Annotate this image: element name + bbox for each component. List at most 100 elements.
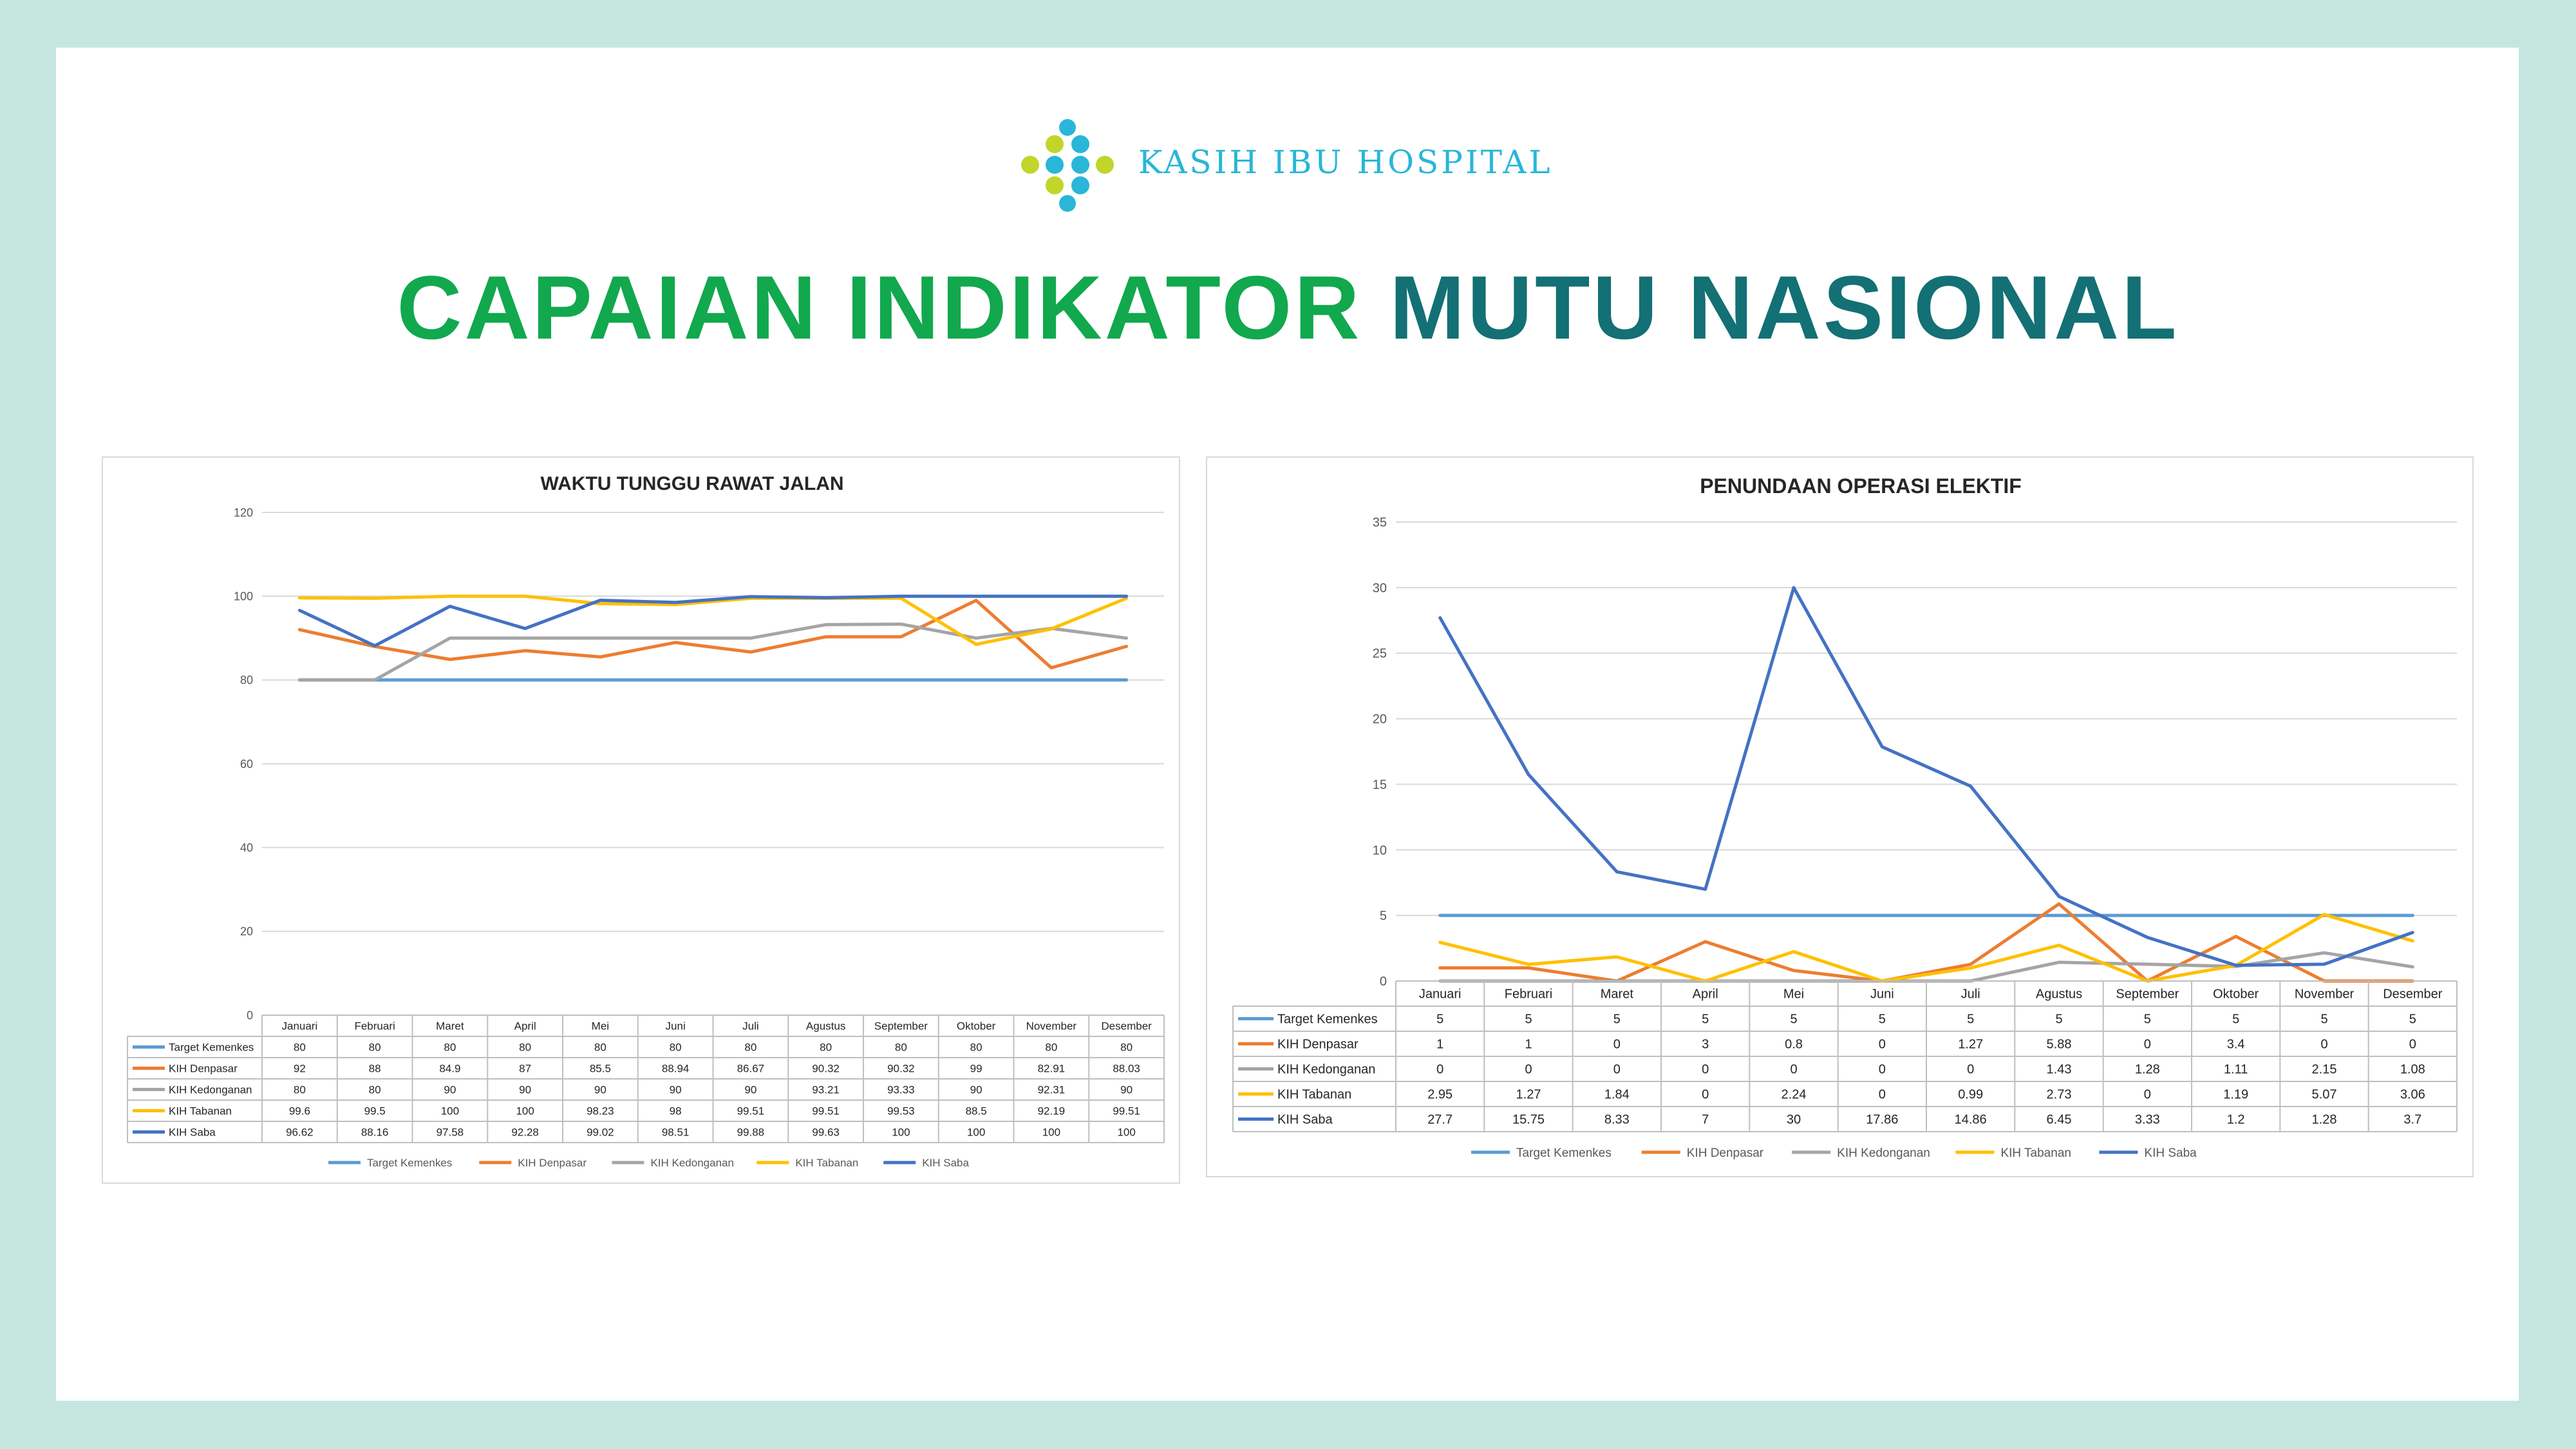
table-cell-value: 3.7 [2403, 1113, 2421, 1127]
table-cell-value: 5 [2409, 1013, 2416, 1027]
logo-dot [1071, 135, 1089, 153]
table-cell-value: 0 [1790, 1063, 1797, 1077]
table-cell-value: 90.32 [812, 1062, 840, 1074]
legend-label: KIH Tabanan [2000, 1146, 2071, 1160]
table-cell-value: 99.51 [1113, 1105, 1140, 1117]
table-cell-value: 88 [369, 1062, 381, 1074]
table-cell-value: 0 [1879, 1063, 1886, 1077]
table-cell-value: 0 [1702, 1063, 1709, 1077]
table-cell-value: 5 [1790, 1013, 1797, 1027]
table-cell-value: 1.2 [2227, 1113, 2245, 1127]
table-cell-value: 97.58 [437, 1126, 464, 1138]
logo-dot [1071, 176, 1089, 194]
y-tick-label: 30 [1373, 581, 1387, 595]
table-cell-value: 0 [1613, 1063, 1621, 1077]
table-cell-value: 93.33 [887, 1083, 915, 1096]
table-cell-value: 80 [670, 1041, 682, 1053]
table-cell-value: 0 [1613, 1038, 1621, 1052]
x-category-label: Desember [1101, 1020, 1152, 1032]
table-cell-value: 0 [2144, 1088, 2151, 1102]
table-cell-value: 7 [1702, 1113, 1709, 1127]
table-series-name: KIH Saba [169, 1126, 216, 1138]
table-cell-value: 5 [1613, 1013, 1621, 1027]
table-series-name: KIH Kedonganan [169, 1083, 252, 1096]
logo-dot [1046, 156, 1064, 174]
table-cell-value: 98 [670, 1105, 682, 1117]
y-tick-label: 120 [234, 506, 253, 519]
table-series-name: KIH Denpasar [1277, 1038, 1359, 1052]
table-series-name: KIH Tabanan [169, 1105, 232, 1117]
x-category-label: September [2116, 987, 2179, 1002]
table-cell-value: 80 [744, 1041, 757, 1053]
table-cell-value: 99.53 [887, 1105, 915, 1117]
x-category-label: Januari [1419, 987, 1462, 1002]
series-line-kih-tabanan [1438, 913, 2414, 983]
x-category-label: Maret [436, 1020, 464, 1032]
table-series-name: KIH Saba [1277, 1113, 1333, 1127]
table-cell-value: 5 [2320, 1013, 2327, 1027]
table-cell-value: 80 [594, 1041, 606, 1053]
table-cell-value: 92.28 [511, 1126, 539, 1138]
logo-dot [1046, 135, 1064, 153]
legend-label: KIH Saba [922, 1157, 969, 1169]
series-line-kih-kedonganan [297, 622, 1129, 682]
table-cell-value: 30 [1787, 1113, 1801, 1127]
table-cell-value: 80 [444, 1041, 456, 1053]
table-cell-value: 80 [519, 1041, 531, 1053]
table-cell-value: 0 [1879, 1088, 1886, 1102]
y-tick-label: 10 [1373, 843, 1387, 857]
y-tick-label: 15 [1373, 778, 1387, 792]
table-cell-value: 1.84 [1604, 1088, 1630, 1102]
legend-label: KIH Denpasar [518, 1157, 587, 1169]
x-category-label: Juli [742, 1020, 759, 1032]
chart-penundaan-operasi: PENUNDAAN OPERASI ELEKTIF05101520253035J… [1232, 474, 2458, 1160]
table-cell-value: 0.8 [1785, 1038, 1803, 1052]
table-cell-value: 14.86 [1955, 1113, 1987, 1127]
page-title-part-2: MUTU NASIONAL [1389, 257, 2179, 358]
table-cell-value: 90 [1120, 1083, 1133, 1096]
legend-label: KIH Tabanan [795, 1157, 858, 1169]
table-cell-value: 100 [892, 1126, 910, 1138]
y-tick-label: 80 [240, 674, 253, 687]
x-category-label: Desember [2383, 987, 2443, 1002]
table-cell-value: 0 [2320, 1038, 2327, 1052]
table-cell-value: 100 [516, 1105, 534, 1117]
series-line-kih-denpasar [297, 599, 1129, 669]
table-cell-value: 1.28 [2312, 1113, 2337, 1127]
table-cell-value: 3 [1702, 1038, 1709, 1052]
chart-panel-waktu-tunggu: WAKTU TUNGGU RAWAT JALAN 0 20 40 60 80 100 120 J… [102, 456, 1180, 1184]
table-cell-value: 100 [1042, 1126, 1060, 1138]
x-category-label: April [1693, 987, 1718, 1002]
table-cell-value: 100 [967, 1126, 985, 1138]
legend-label: KIH Kedonganan [650, 1157, 733, 1169]
x-category-label: Mei [592, 1020, 609, 1032]
page-title-part-1: CAPAIAN INDIKATOR [397, 257, 1362, 358]
table-cell-value: 5 [2144, 1013, 2151, 1027]
y-tick-label: 20 [1373, 713, 1387, 727]
x-category-label: September [874, 1020, 928, 1032]
table-cell-value: 99.51 [812, 1105, 840, 1117]
y-tick-label: 100 [234, 590, 253, 603]
table-cell-value: 5 [1702, 1013, 1709, 1027]
x-category-label: Juni [666, 1020, 686, 1032]
table-cell-value: 0 [1525, 1063, 1532, 1077]
x-category-label: Mei [1783, 987, 1804, 1002]
logo-dot [1096, 156, 1114, 174]
table-cell-value: 99.63 [812, 1126, 840, 1138]
table-cell-value: 80 [820, 1041, 832, 1053]
chart-title: PENUNDAAN OPERASI ELEKTIF [1700, 474, 2022, 498]
table-cell-value: 88.03 [1113, 1062, 1140, 1074]
table-cell-value: 90 [444, 1083, 456, 1096]
y-tick-label: 0 [1380, 975, 1387, 989]
table-cell-value: 2.15 [2312, 1063, 2337, 1077]
table-cell-value: 80 [369, 1041, 381, 1053]
logo-dot [1059, 195, 1076, 212]
logo-dot [1021, 156, 1039, 174]
table-cell-value: 0 [2409, 1038, 2416, 1052]
table-cell-value: 93.21 [812, 1083, 840, 1096]
table-cell-value: 1 [1525, 1038, 1532, 1052]
table-cell-value: 5 [1967, 1013, 1974, 1027]
table-cell-value: 80 [1120, 1041, 1133, 1053]
table-cell-value: 0 [2144, 1038, 2151, 1052]
table-cell-value: 99.5 [364, 1105, 386, 1117]
